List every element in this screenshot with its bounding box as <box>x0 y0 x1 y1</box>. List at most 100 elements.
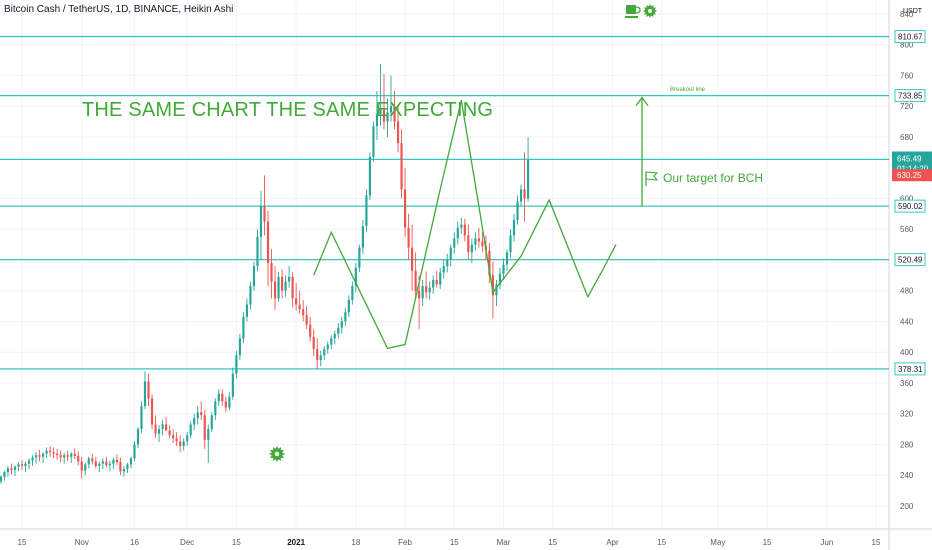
candle-body <box>41 453 45 457</box>
candle-body <box>309 324 312 337</box>
x-tick-label: 15 <box>450 538 459 547</box>
y-tick-label: 280 <box>900 440 914 449</box>
candle-body <box>6 468 10 473</box>
y-tick-label: 560 <box>900 225 914 234</box>
candle-body <box>13 466 17 470</box>
candle-body <box>411 247 414 271</box>
candle-body <box>498 273 502 285</box>
level-price-tag <box>894 253 926 267</box>
candle-body <box>284 281 287 291</box>
candle-body <box>446 259 449 267</box>
x-tick-label: Dec <box>180 538 194 547</box>
candle-body <box>460 224 463 228</box>
level-price-tag <box>894 362 926 376</box>
candle-body <box>38 455 41 457</box>
level-price-tag <box>894 89 926 103</box>
x-tick-label: May <box>710 538 725 547</box>
x-tick-label: 15 <box>657 538 666 547</box>
candle-body <box>319 355 322 360</box>
candle-body <box>231 373 234 397</box>
candle-body <box>330 338 333 345</box>
candle-body <box>467 235 470 253</box>
candle-body <box>210 415 213 430</box>
candle-body <box>305 315 308 325</box>
candle-body <box>488 250 491 276</box>
candle-body <box>31 457 34 461</box>
x-tick-label: 15 <box>872 538 881 547</box>
candle-body <box>344 312 347 322</box>
y-tick-label: 720 <box>900 102 914 111</box>
candle-body <box>425 286 428 293</box>
candle-body <box>115 459 118 463</box>
level-price-label: 378.31 <box>898 365 923 374</box>
candle-body <box>80 461 83 471</box>
candle-body <box>470 244 473 253</box>
candle-body <box>481 241 484 247</box>
candle-body <box>224 401 227 408</box>
candle-body <box>105 461 108 466</box>
candle-body <box>403 189 407 228</box>
candle-body <box>519 189 523 202</box>
x-tick-label: 16 <box>130 538 139 547</box>
candle-body <box>291 276 294 299</box>
level-price-tag <box>894 199 926 213</box>
candle-body <box>396 121 400 144</box>
cup-icon-saucer <box>625 16 638 18</box>
candle-body <box>34 455 38 458</box>
candle-body <box>179 441 182 446</box>
candle-body <box>77 455 80 462</box>
zigzag-pattern-line[interactable] <box>313 99 617 350</box>
candle-body <box>196 412 199 419</box>
candle-body <box>323 349 326 356</box>
candle-body <box>256 236 259 267</box>
candle-body <box>10 468 13 470</box>
y-tick-label: 840 <box>900 10 914 19</box>
x-tick-label: 15 <box>548 538 557 547</box>
candle-body <box>91 458 94 462</box>
candle-body <box>122 469 126 472</box>
candle-body <box>453 238 456 248</box>
ha-close-tag <box>892 169 932 182</box>
candle-body <box>502 264 505 274</box>
candle-body <box>20 464 24 466</box>
candle-body <box>108 463 111 466</box>
candle-body <box>24 463 27 466</box>
candle-body <box>358 247 361 268</box>
candle-body <box>435 279 438 285</box>
candle-body <box>432 279 435 288</box>
candle-body <box>143 381 147 407</box>
candle-body <box>347 299 350 313</box>
candle-body <box>242 316 245 339</box>
sun-badge-icon-center <box>274 451 280 457</box>
candle-body <box>56 453 59 456</box>
candle-body <box>168 430 171 436</box>
x-tick-label: 2021 <box>287 538 305 547</box>
candle-body <box>266 221 270 264</box>
candle-body <box>133 444 136 459</box>
y-tick-label: 680 <box>900 133 914 142</box>
candle-body <box>3 472 6 477</box>
candle-body <box>165 424 168 431</box>
y-tick-label: 200 <box>900 502 914 511</box>
target-annotation: Our target for BCH <box>663 171 764 185</box>
candle-body <box>150 398 154 425</box>
candle-body <box>442 266 445 273</box>
candle-body <box>154 424 157 434</box>
candle-body <box>98 463 101 466</box>
candle-body <box>477 238 480 242</box>
candle-body <box>87 458 90 465</box>
last-price-label: 645.49 <box>897 155 922 164</box>
candle-body <box>52 452 55 454</box>
candle-body <box>418 290 421 299</box>
breakout-annotation: Breakout line <box>670 87 706 93</box>
candle-body <box>221 393 224 402</box>
candle-body <box>59 455 62 458</box>
candle-body <box>273 281 277 299</box>
candle-body <box>263 206 266 222</box>
candle-body <box>288 276 291 282</box>
y-tick-label: 440 <box>900 317 914 326</box>
candle-body <box>361 226 364 248</box>
x-tick-label: Apr <box>606 538 619 547</box>
